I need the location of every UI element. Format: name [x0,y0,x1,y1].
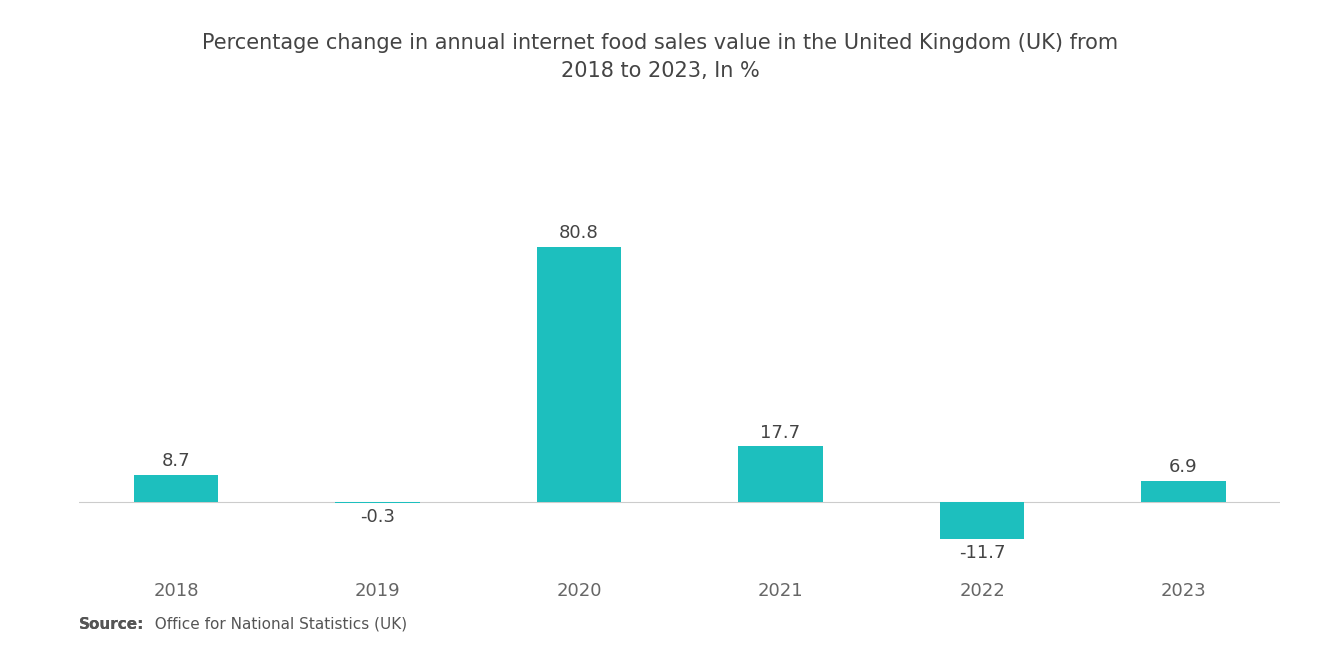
Bar [133,475,218,502]
Text: Source:: Source: [79,616,145,632]
Bar [738,446,822,502]
Text: 80.8: 80.8 [560,224,599,242]
Bar [537,247,622,502]
Text: Office for National Statistics (UK): Office for National Statistics (UK) [145,616,407,632]
Text: 6.9: 6.9 [1170,458,1197,475]
Text: 8.7: 8.7 [162,452,190,470]
Bar [940,502,1024,539]
Text: -11.7: -11.7 [958,544,1006,562]
Text: 17.7: 17.7 [760,424,801,442]
Bar [335,502,420,503]
Bar [1142,481,1226,502]
Text: -0.3: -0.3 [360,508,395,526]
Text: Percentage change in annual internet food sales value in the United Kingdom (UK): Percentage change in annual internet foo… [202,33,1118,81]
Text: Source:: Source: [79,616,145,632]
